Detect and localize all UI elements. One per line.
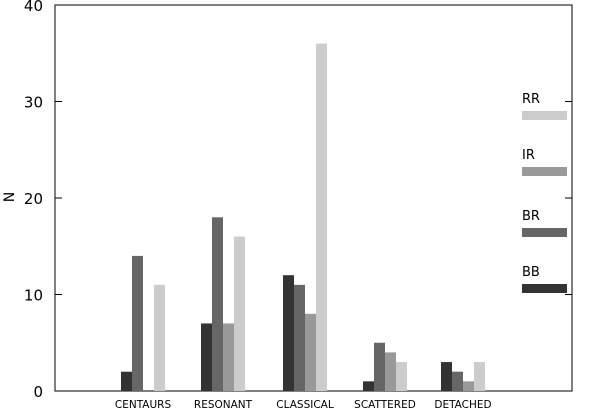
bar-rr xyxy=(154,284,165,391)
legend-swatch-rr xyxy=(522,111,567,120)
bar-bb xyxy=(363,381,374,391)
category-label: CLASSICAL xyxy=(276,399,334,410)
bar-br xyxy=(132,255,143,391)
y-tick-label: 40 xyxy=(24,0,43,15)
y-tick-label: 10 xyxy=(24,287,43,305)
bar-ir xyxy=(305,313,316,391)
legend-label: BB xyxy=(522,265,540,280)
bar-bb xyxy=(201,323,212,391)
bar-bb xyxy=(121,371,132,391)
legend-label: RR xyxy=(522,92,540,107)
bar-ir xyxy=(463,381,474,391)
category-label: DETACHED xyxy=(434,399,491,410)
bar-bb xyxy=(441,362,452,391)
bar-br xyxy=(294,284,305,391)
bar-br xyxy=(374,342,385,391)
bar-rr xyxy=(474,362,485,391)
bar-rr xyxy=(316,43,327,391)
category-label: SCATTERED xyxy=(354,399,416,410)
y-axis-label: N xyxy=(2,192,18,202)
bar-bb xyxy=(283,275,294,391)
legend-label: IR xyxy=(522,148,535,163)
category-label: RESONANT xyxy=(194,399,253,410)
y-tick-label: 0 xyxy=(33,383,43,401)
category-label: CENTAURS xyxy=(115,399,172,410)
y-tick-label: 20 xyxy=(24,190,43,208)
bar-ir xyxy=(223,323,234,391)
bar-br xyxy=(212,217,223,391)
legend-swatch-ir xyxy=(522,167,567,176)
bar-br xyxy=(452,371,463,391)
legend-swatch-br xyxy=(522,228,567,237)
bar-ir xyxy=(385,352,396,391)
bar-rr xyxy=(396,362,407,391)
legend-swatch-bb xyxy=(522,284,567,293)
bar-rr xyxy=(234,236,245,391)
y-tick-label: 30 xyxy=(24,94,43,112)
legend-label: BR xyxy=(522,209,540,224)
